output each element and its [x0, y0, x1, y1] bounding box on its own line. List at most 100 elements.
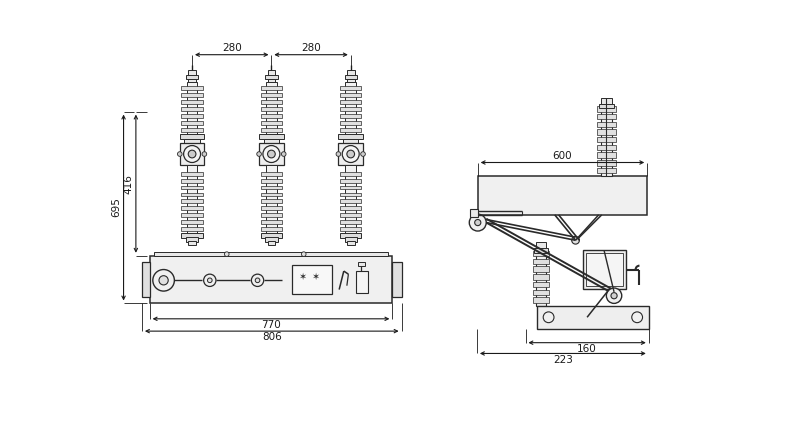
- Bar: [261, 206, 282, 210]
- Bar: [583, 250, 626, 289]
- Bar: [261, 227, 282, 231]
- Bar: [188, 70, 196, 76]
- Bar: [347, 241, 354, 245]
- Bar: [267, 241, 275, 245]
- Circle shape: [263, 146, 280, 163]
- Bar: [180, 143, 205, 165]
- Bar: [340, 100, 362, 104]
- Bar: [182, 199, 203, 203]
- Bar: [267, 78, 275, 82]
- Circle shape: [572, 237, 579, 244]
- Bar: [340, 128, 362, 132]
- Circle shape: [474, 219, 481, 225]
- Bar: [186, 237, 198, 242]
- Bar: [261, 214, 282, 217]
- Bar: [182, 186, 203, 190]
- Bar: [266, 75, 278, 79]
- Bar: [182, 107, 203, 111]
- Bar: [346, 82, 356, 135]
- Bar: [180, 134, 205, 140]
- Bar: [259, 143, 284, 165]
- Circle shape: [225, 252, 229, 256]
- Bar: [182, 128, 203, 132]
- Text: 160: 160: [578, 344, 597, 354]
- Bar: [186, 82, 198, 135]
- Bar: [182, 121, 203, 125]
- Circle shape: [184, 146, 201, 163]
- Text: 280: 280: [222, 43, 242, 53]
- Bar: [534, 259, 549, 264]
- Bar: [345, 237, 357, 242]
- Text: 600: 600: [553, 151, 572, 160]
- Circle shape: [202, 152, 206, 156]
- Bar: [346, 165, 356, 234]
- Bar: [261, 107, 282, 111]
- Bar: [338, 134, 363, 140]
- Circle shape: [159, 276, 168, 285]
- Circle shape: [188, 150, 196, 158]
- Bar: [182, 86, 203, 90]
- Bar: [597, 114, 615, 119]
- Bar: [186, 165, 198, 234]
- Bar: [534, 282, 549, 287]
- Bar: [534, 248, 548, 253]
- Bar: [261, 114, 282, 118]
- Bar: [597, 152, 615, 158]
- Text: 280: 280: [301, 43, 321, 53]
- Bar: [340, 114, 362, 118]
- Text: 770: 770: [261, 320, 281, 330]
- Bar: [182, 233, 203, 238]
- Bar: [347, 78, 354, 82]
- Bar: [182, 214, 203, 217]
- Bar: [340, 214, 362, 217]
- Bar: [340, 186, 362, 190]
- Bar: [261, 93, 282, 97]
- Bar: [537, 306, 649, 329]
- Bar: [182, 114, 203, 118]
- Circle shape: [342, 146, 359, 163]
- Text: 416: 416: [123, 174, 133, 194]
- Bar: [340, 199, 362, 203]
- Bar: [340, 227, 362, 231]
- Bar: [259, 134, 284, 140]
- Bar: [266, 237, 278, 242]
- Bar: [142, 262, 150, 297]
- Bar: [597, 137, 615, 143]
- Bar: [345, 75, 357, 79]
- Bar: [266, 165, 277, 234]
- Bar: [154, 252, 388, 256]
- Bar: [358, 262, 365, 266]
- Circle shape: [257, 152, 262, 156]
- Circle shape: [543, 312, 554, 323]
- Bar: [534, 251, 549, 256]
- Circle shape: [611, 293, 617, 299]
- Bar: [188, 78, 196, 82]
- Circle shape: [207, 278, 212, 283]
- Bar: [261, 233, 282, 238]
- Bar: [150, 256, 392, 303]
- Bar: [340, 220, 362, 224]
- Circle shape: [251, 274, 264, 287]
- Bar: [340, 233, 362, 238]
- Bar: [261, 179, 282, 183]
- Bar: [184, 139, 200, 143]
- Bar: [340, 206, 362, 210]
- Bar: [597, 145, 615, 150]
- Bar: [261, 193, 282, 196]
- Bar: [261, 199, 282, 203]
- Bar: [182, 227, 203, 231]
- Bar: [478, 176, 647, 215]
- Circle shape: [282, 152, 286, 156]
- Bar: [340, 179, 362, 183]
- Bar: [597, 122, 615, 127]
- Bar: [597, 129, 615, 135]
- Bar: [266, 82, 277, 135]
- Circle shape: [470, 214, 486, 231]
- Bar: [182, 206, 203, 210]
- Bar: [261, 128, 282, 132]
- Bar: [182, 179, 203, 183]
- Circle shape: [178, 152, 182, 156]
- Text: 695: 695: [111, 198, 121, 218]
- Text: 806: 806: [262, 332, 282, 342]
- Circle shape: [361, 152, 366, 156]
